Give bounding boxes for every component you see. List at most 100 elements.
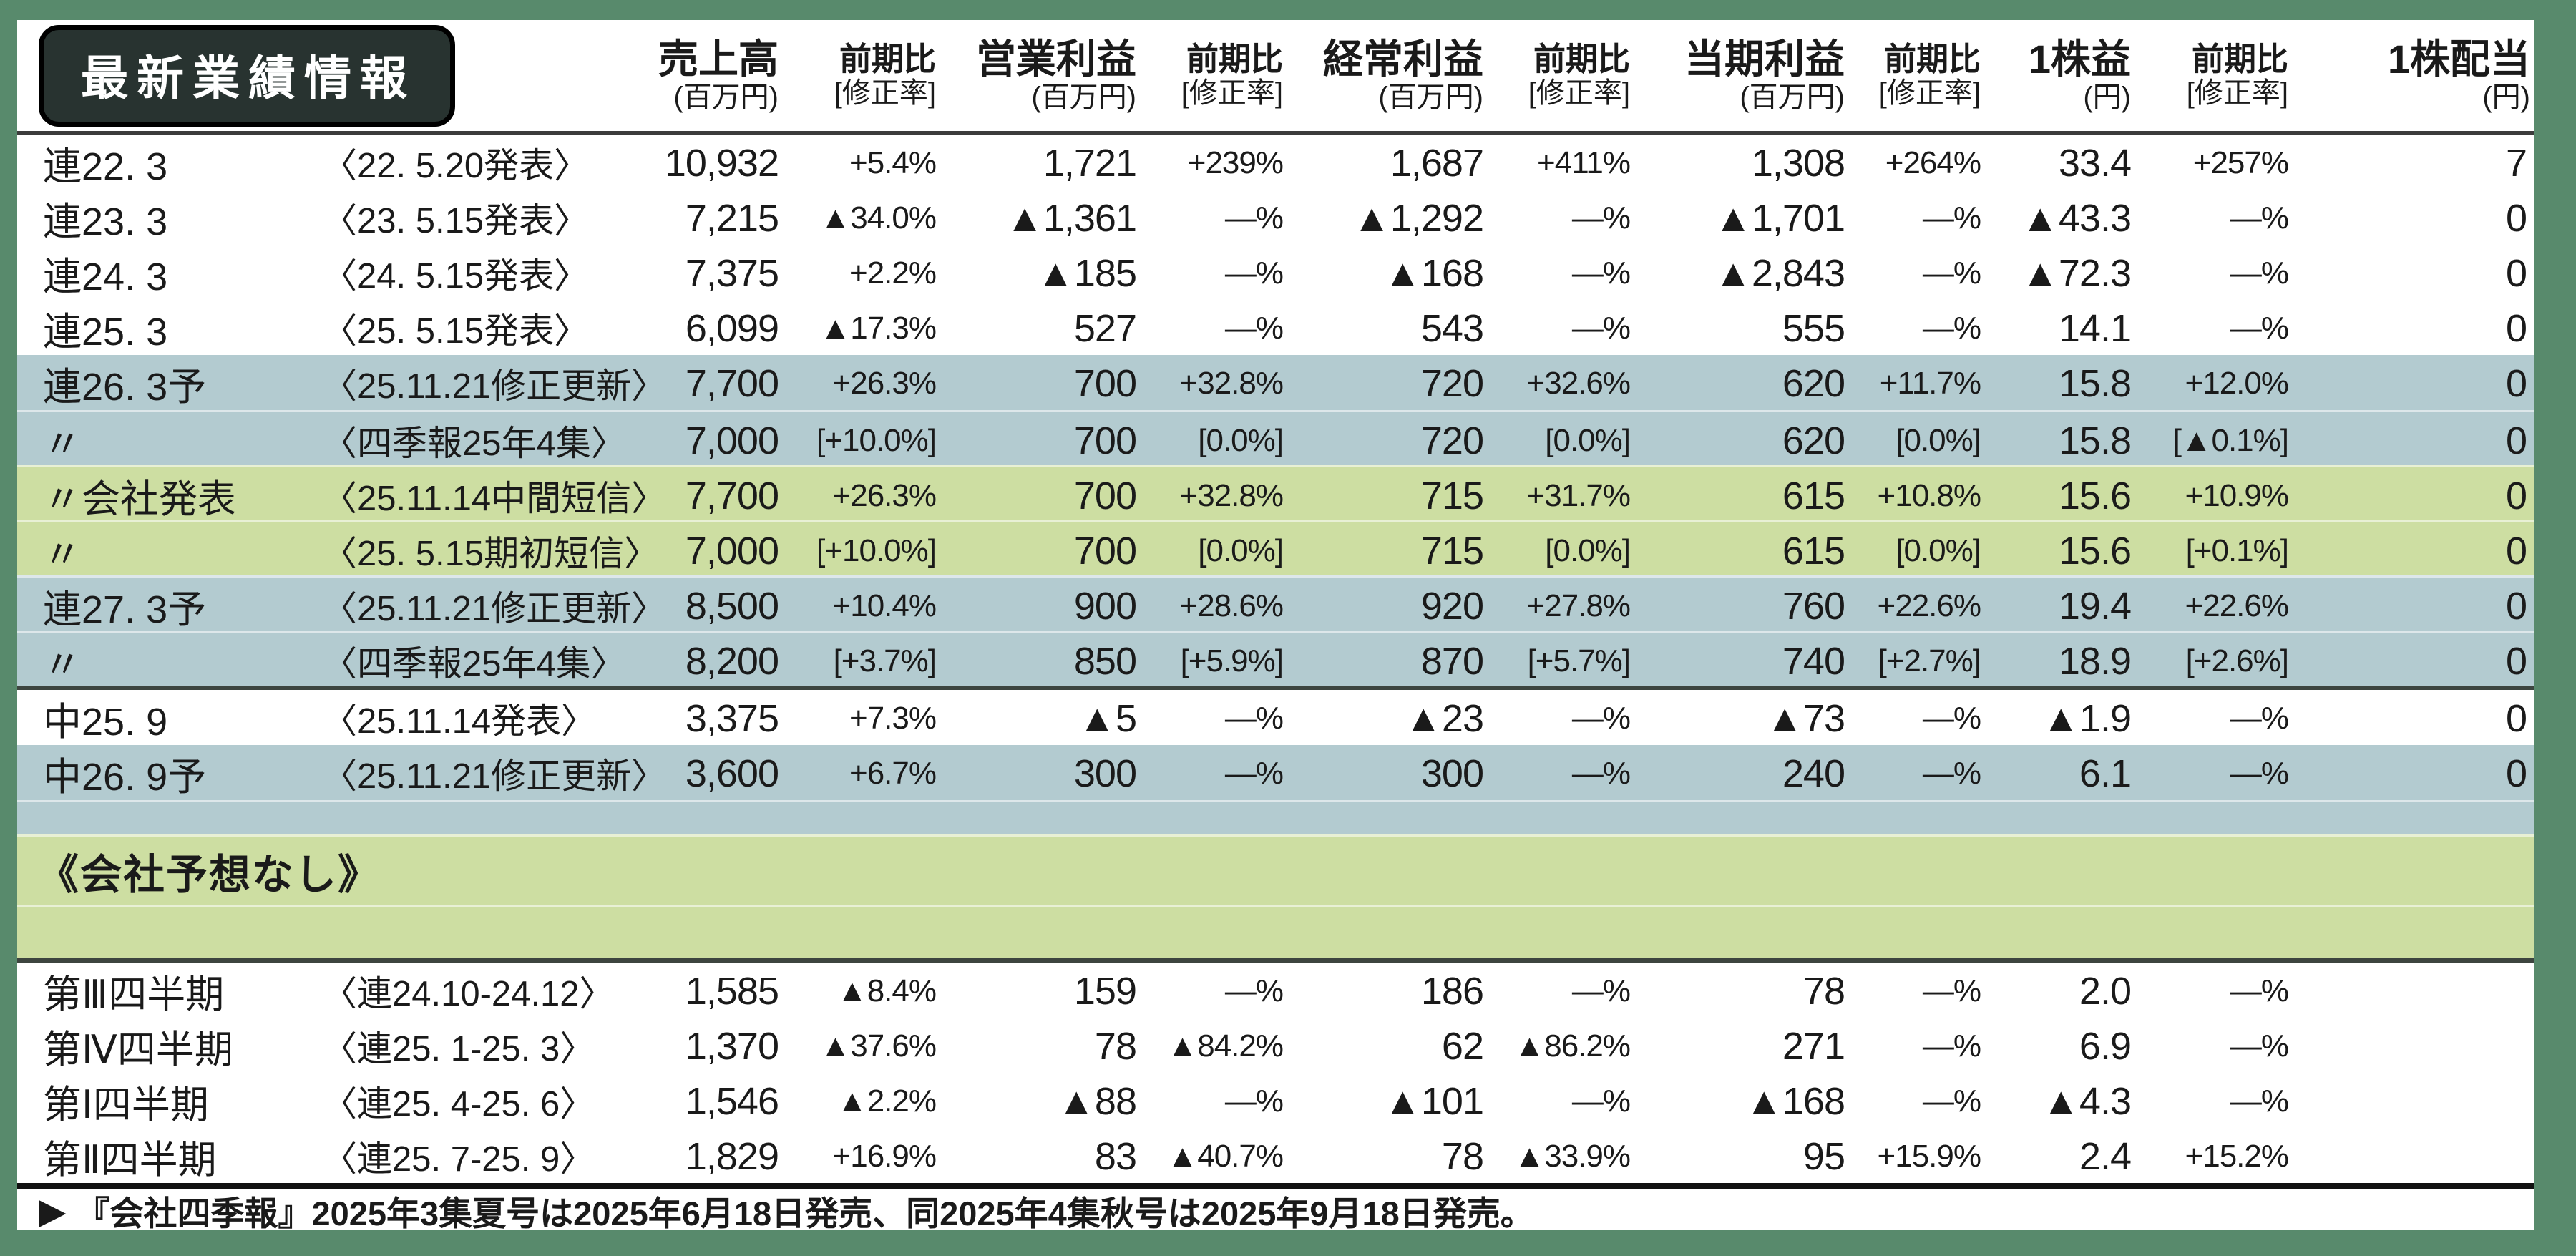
- cell-div: 0: [2505, 251, 2527, 295]
- cell-sales: 3,600: [685, 751, 779, 795]
- cell-op: ▲185: [1036, 251, 1137, 295]
- cell-eps: 18.9: [2058, 639, 2132, 683]
- cell-label: 連25. 3: [43, 311, 168, 354]
- cell-eps: 6.9: [2079, 1024, 2132, 1068]
- cell-div: 0: [2505, 361, 2527, 405]
- cell-label: 連27. 3予: [43, 588, 207, 631]
- cell-label: 第Ⅳ四半期: [43, 1028, 233, 1071]
- cell-sales: 7,700: [685, 474, 779, 517]
- cell-label: 〃会社発表: [43, 478, 236, 521]
- footnote-text: 『会社四季報』2025年3集夏号は2025年6月18日発売、同2025年4集秋号…: [76, 1194, 1534, 1232]
- cell-sales: 1,546: [685, 1079, 779, 1123]
- cell-sales_yoy: ▲17.3%: [819, 310, 937, 346]
- cell-label: 中26. 9予: [43, 756, 207, 799]
- cell-ord_yoy: —%: [1571, 1083, 1631, 1119]
- cell-net: ▲1,701: [1714, 196, 1845, 240]
- column-header-6: 前期比 [修正率]: [1528, 40, 1630, 109]
- cell-ord: ▲1,292: [1352, 196, 1484, 240]
- panel-title-cell: 最新業績情報: [17, 24, 611, 127]
- cell-sales: 7,700: [685, 361, 779, 405]
- cell-op_yoy: ▲84.2%: [1166, 1028, 1284, 1063]
- cell-op: 700: [1073, 529, 1137, 573]
- cell-sales: 8,200: [685, 639, 779, 683]
- cell-ord: 543: [1420, 306, 1484, 350]
- table-row: 〃 〈四季報25年4集〉 8,200 [+3.7%] 850 [+5.9%] 870 [+5.…: [17, 631, 2534, 686]
- cell-ord: 720: [1420, 361, 1484, 405]
- cell-date: 〈25. 5.15発表〉: [322, 312, 590, 351]
- panel-title-badge: 最新業績情報: [39, 24, 455, 127]
- table-row: 連24. 3 〈24. 5.15発表〉 7,375 +2.2% ▲185 —% ▲168 —%…: [17, 245, 2534, 300]
- cell-net_yoy: —%: [1922, 1028, 1981, 1063]
- cell-eps: 15.6: [2058, 474, 2132, 517]
- cell-ord_yoy: +32.6%: [1526, 365, 1631, 401]
- cell-eps_yoy: —%: [2230, 255, 2289, 291]
- cell-op_yoy: —%: [1224, 755, 1284, 791]
- cell-op_yoy: ▲40.7%: [1166, 1138, 1284, 1174]
- cell-date: 〈連25. 1-25. 3〉: [322, 1030, 595, 1068]
- table-header: 最新業績情報 売上高 (百万円) 前期比 [修正率] 営業利益 (百万円) 前期比 [修正率]…: [17, 20, 2534, 135]
- cell-date: 〈四季報25年4集〉: [322, 424, 626, 463]
- cell-eps: 6.1: [2079, 751, 2132, 795]
- cell-div: 0: [2505, 196, 2527, 240]
- cell-date: 〈25.11.21修正更新〉: [322, 367, 667, 406]
- column-header-9: 1株益 (円): [2028, 36, 2131, 114]
- cell-sales: 1,370: [685, 1024, 779, 1068]
- cell-ord_yoy: +27.8%: [1526, 588, 1631, 623]
- cell-div: 0: [2505, 696, 2527, 740]
- cell-sales: 6,099: [685, 306, 779, 350]
- cell-ord: 300: [1420, 751, 1484, 795]
- cell-label: 連22. 3: [43, 145, 168, 188]
- cell-op: 850: [1073, 639, 1137, 683]
- table-row: 第Ⅳ四半期 〈連25. 1-25. 3〉 1,370 ▲37.6% 78 ▲84.2% 62…: [17, 1018, 2534, 1073]
- cell-op: 700: [1073, 361, 1137, 405]
- cell-ord: ▲101: [1383, 1079, 1484, 1123]
- table-row: 第Ⅲ四半期 〈連24.10-24.12〉 1,585 ▲8.4% 159 —% 186 —% 7…: [17, 963, 2534, 1018]
- cell-sales: 7,000: [685, 419, 779, 462]
- earnings-panel: 最新業績情報 売上高 (百万円) 前期比 [修正率] 営業利益 (百万円) 前期比 [修正率]…: [17, 20, 2534, 1232]
- cell-date: 〈25.11.21修正更新〉: [322, 757, 667, 796]
- cell-eps_yoy: —%: [2230, 200, 2289, 235]
- cell-label: 〃: [43, 643, 82, 686]
- cell-net: 740: [1782, 639, 1845, 683]
- cell-net: 78: [1802, 969, 1845, 1013]
- column-header-7: 当期利益 (百万円): [1684, 36, 1845, 114]
- cell-op: 300: [1073, 751, 1137, 795]
- cell-op_yoy: —%: [1224, 700, 1284, 736]
- cell-date: 〈連25. 4-25. 6〉: [322, 1085, 595, 1124]
- cell-label: 中25. 9: [43, 701, 168, 744]
- cell-date: 〈25. 5.15期初短信〉: [322, 535, 660, 573]
- cell-date: 〈22. 5.20発表〉: [322, 147, 590, 185]
- cell-eps_yoy: +257%: [2192, 145, 2289, 180]
- table-row: 中25. 9 〈25.11.14発表〉 3,375 +7.3% ▲5 —% ▲23 —% ▲73…: [17, 690, 2534, 745]
- cell-ord_yoy: —%: [1571, 200, 1631, 235]
- cell-sales_yoy: +6.7%: [849, 755, 937, 791]
- cell-ord_yoy: —%: [1571, 973, 1631, 1008]
- table-row: 連22. 3 〈22. 5.20発表〉 10,932 +5.4% 1,721 +239% 1…: [17, 135, 2534, 190]
- cell-net_yoy: —%: [1922, 200, 1981, 235]
- cell-net_yoy: [+2.7%]: [1878, 643, 1981, 678]
- table-row: 連26. 3予 〈25.11.21修正更新〉 7,700 +26.3% 700 +32.8…: [17, 355, 2534, 410]
- cell-net: 760: [1782, 584, 1845, 628]
- no-forecast-label: 《会社予想なし》: [37, 851, 381, 898]
- cell-op_yoy: +32.8%: [1179, 477, 1284, 513]
- cell-op_yoy: +28.6%: [1179, 588, 1284, 623]
- table-row: 第Ⅱ四半期 〈連25. 7-25. 9〉 1,829 +16.9% 83 ▲40.7% 78…: [17, 1128, 2534, 1183]
- cell-ord: 870: [1420, 639, 1484, 683]
- cell-net_yoy: —%: [1922, 700, 1981, 736]
- cell-net_yoy: —%: [1922, 255, 1981, 291]
- cell-sales_yoy: ▲34.0%: [819, 200, 937, 235]
- cell-sales_yoy: +7.3%: [849, 700, 937, 736]
- cell-eps: ▲4.3: [2041, 1079, 2132, 1123]
- cell-net: ▲168: [1745, 1079, 1845, 1123]
- cell-op: ▲88: [1057, 1079, 1137, 1123]
- cell-div: 0: [2505, 529, 2527, 573]
- column-header-3: 営業利益 (百万円): [976, 36, 1136, 114]
- cell-date: 〈25.11.21修正更新〉: [322, 590, 667, 628]
- column-header-11: 1株配当 (円): [2387, 36, 2530, 114]
- cell-ord: ▲168: [1383, 251, 1484, 295]
- cell-net: 615: [1782, 529, 1845, 573]
- cell-op_yoy: [0.0%]: [1198, 422, 1284, 458]
- table-row: 〃会社発表 〈25.11.14中間短信〉 7,700 +26.3% 700 +32.8% 7…: [17, 465, 2534, 521]
- cell-eps_yoy: [▲0.1%]: [2172, 422, 2289, 458]
- table-row: 中26. 9予 〈25.11.21修正更新〉 3,600 +6.7% 300 —% 300 —…: [17, 745, 2534, 800]
